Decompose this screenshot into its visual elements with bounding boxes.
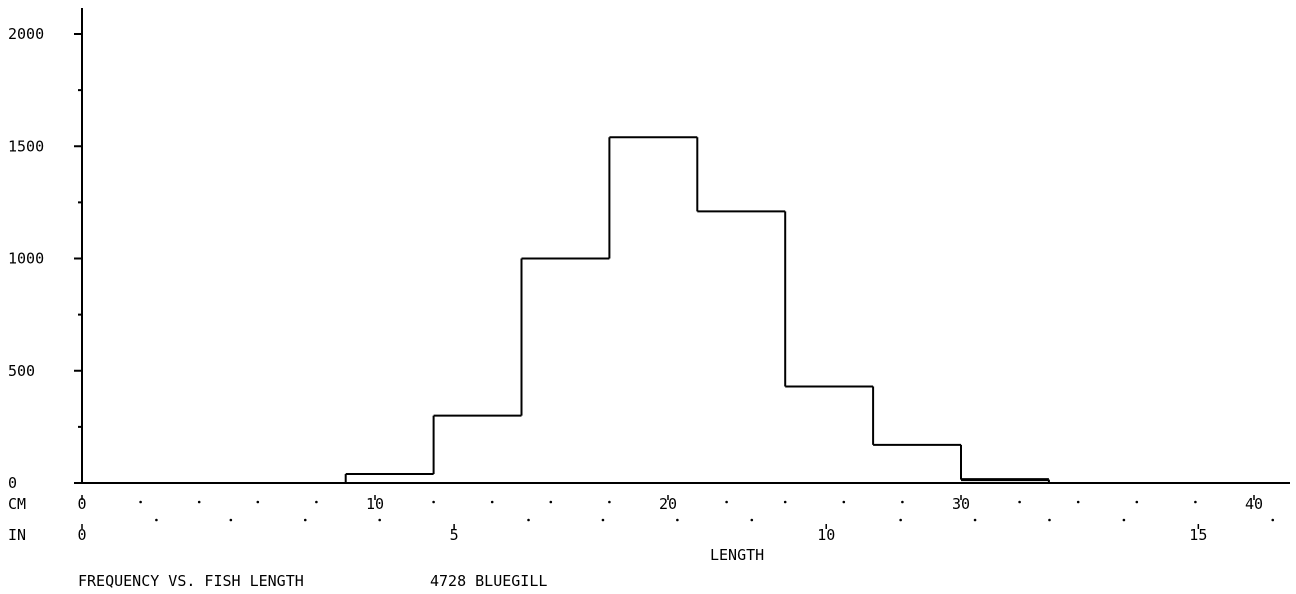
in-tick-label: 5: [450, 526, 459, 544]
cm-minor-dot: [1018, 500, 1021, 504]
y-tick-label: 1000: [8, 250, 44, 268]
cm-tick-label: 0: [77, 495, 86, 513]
histogram-bin: [960, 444, 1049, 482]
histogram-bin: [432, 414, 522, 475]
in-minor-dot: [527, 518, 530, 522]
histogram-bars: [344, 136, 1050, 483]
histogram-bin: [696, 137, 786, 213]
x-axis-label: LENGTH: [710, 546, 764, 564]
in-minor-dot: [1271, 518, 1275, 522]
cm-minor-dot: [901, 500, 904, 504]
chart-subtitle: 4728 BLUEGILL: [430, 572, 547, 590]
in-minor-dot: [378, 518, 381, 522]
histogram-bin: [872, 386, 961, 446]
histogram-bin: [608, 136, 698, 259]
in-minor-dot: [1048, 518, 1051, 522]
cm-tick-label: 20: [659, 495, 677, 513]
in-minor-dot: [303, 518, 307, 522]
cm-minor-dot: [1135, 500, 1139, 504]
in-tick-label: 0: [77, 526, 86, 544]
in-tick-label: 10: [817, 526, 835, 544]
in-minor-dot: [676, 518, 679, 522]
in-minor-dot: [750, 518, 754, 522]
cm-tick-label: 40: [1245, 495, 1263, 513]
cm-minor-dot: [315, 500, 318, 504]
cm-minor-dot: [256, 500, 260, 504]
cm-axis-ticks: 0 10 20 30 40: [77, 495, 1263, 513]
cm-minor-dot: [549, 500, 553, 504]
cm-minor-dot: [1194, 500, 1197, 504]
in-minor-dot: [973, 518, 977, 522]
cm-minor-dot: [1076, 500, 1080, 504]
cm-unit-label: CM: [8, 495, 26, 513]
in-minor-dot: [1122, 518, 1126, 522]
histogram-bin: [344, 473, 434, 483]
cm-tick-label: 10: [366, 495, 384, 513]
cm-minor-dot: [842, 500, 846, 504]
in-unit-label: IN: [8, 526, 26, 544]
in-minor-dot: [899, 518, 902, 522]
in-axis-ticks: 0 5 10 15: [77, 518, 1275, 544]
y-tick-label: 2000: [8, 25, 44, 43]
in-tick-label: 15: [1189, 526, 1207, 544]
in-minor-dot: [601, 518, 605, 522]
y-tick-label: 500: [8, 362, 35, 380]
in-minor-dot: [229, 518, 233, 522]
histogram-bin: [784, 211, 874, 388]
in-minor-dot: [155, 518, 158, 522]
histogram-bin: [520, 257, 610, 416]
chart-title: FREQUENCY VS. FISH LENGTH: [78, 572, 304, 590]
cm-minor-dot: [139, 500, 142, 504]
cm-minor-dot: [725, 500, 728, 504]
cm-minor-dot: [783, 500, 787, 504]
y-tick-label: 0: [8, 474, 17, 492]
cm-minor-dot: [608, 500, 611, 504]
cm-minor-dot: [432, 500, 435, 504]
y-axis-ticks: 0 500 1000 1500 2000: [8, 25, 82, 492]
y-tick-label: 1500: [8, 137, 44, 155]
cm-minor-dot: [490, 500, 494, 504]
cm-tick-label: 30: [952, 495, 970, 513]
cm-minor-dot: [197, 500, 201, 504]
